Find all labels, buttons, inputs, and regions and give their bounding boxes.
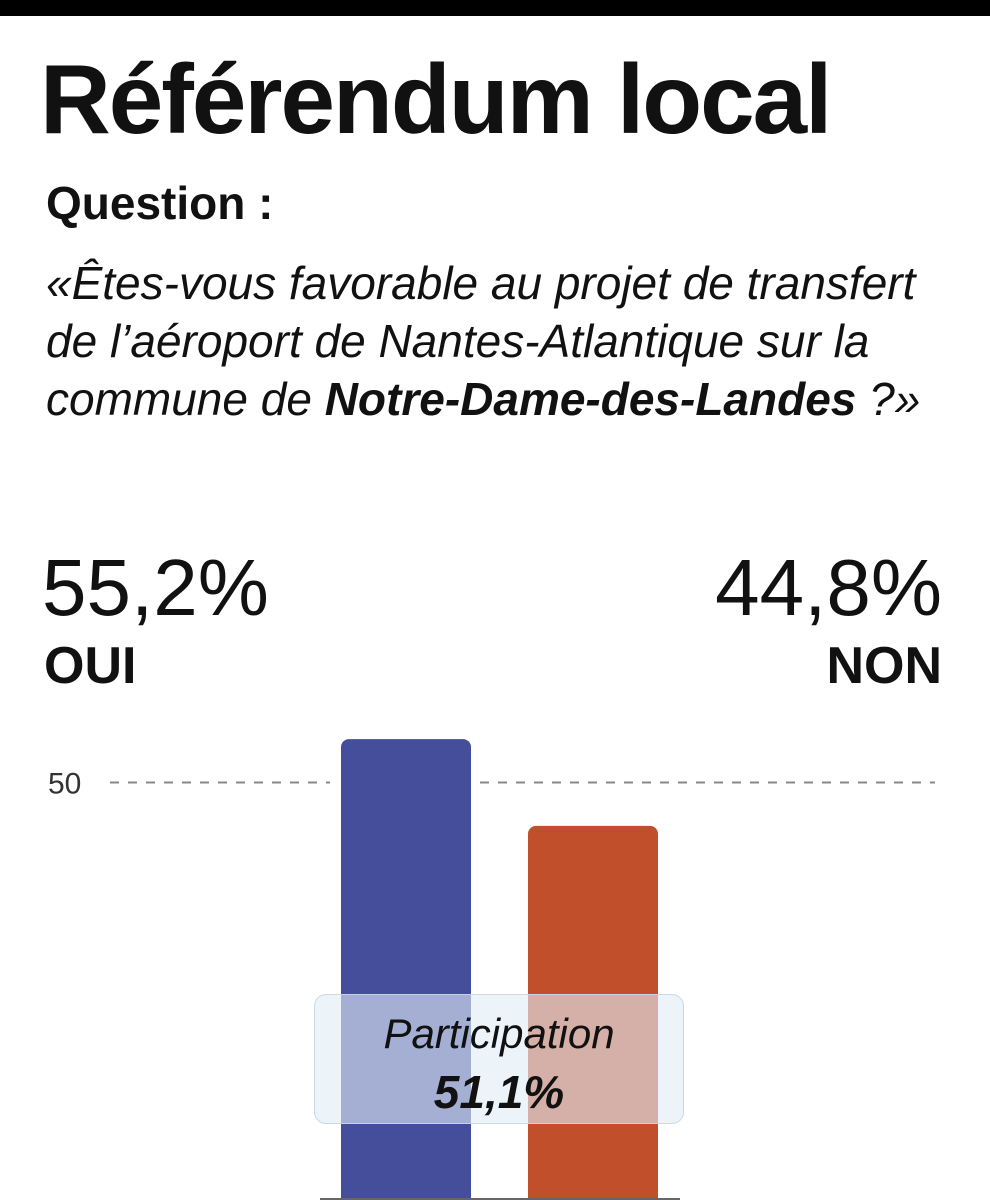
chart-title: Référendum local: [40, 44, 832, 154]
participation-label: Participation: [383, 1010, 615, 1057]
oui-percentage: 55,2%: [42, 543, 269, 632]
oui-label: OUI: [44, 637, 137, 695]
reference-line-label: 50: [48, 768, 81, 801]
question-emphasis: Notre-Dame-des-Landes: [324, 373, 857, 425]
question-part-1: «Êtes-vous favorable au projet de transf…: [46, 257, 916, 425]
question-part-2: ?»: [856, 373, 921, 425]
participation-box: Participation 51,1%: [314, 994, 684, 1124]
question-label: Question :: [46, 177, 274, 229]
bar-oui: [341, 739, 471, 1200]
top-bar: [0, 0, 990, 16]
question-text: «Êtes-vous favorable au projet de transf…: [46, 254, 966, 428]
participation-value: 51,1%: [433, 1066, 565, 1118]
non-label: NON: [826, 637, 942, 695]
non-percentage: 44,8%: [715, 543, 942, 632]
